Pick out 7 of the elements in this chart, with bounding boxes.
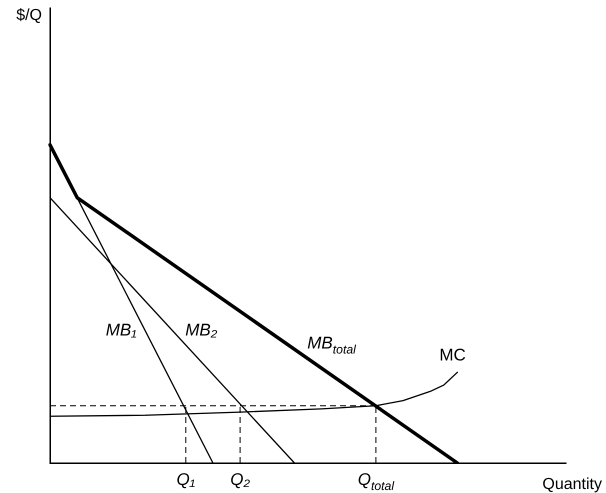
series-label: MC [439,345,466,364]
series-label: MB₂ [185,320,218,340]
x-tick-label: Q₂ [230,470,250,489]
series-label: MB₁ [106,320,137,340]
text: $/Q [16,7,42,24]
x-tick-label: Q₁ [176,470,196,489]
x-axis-title: Quantity [542,476,602,493]
